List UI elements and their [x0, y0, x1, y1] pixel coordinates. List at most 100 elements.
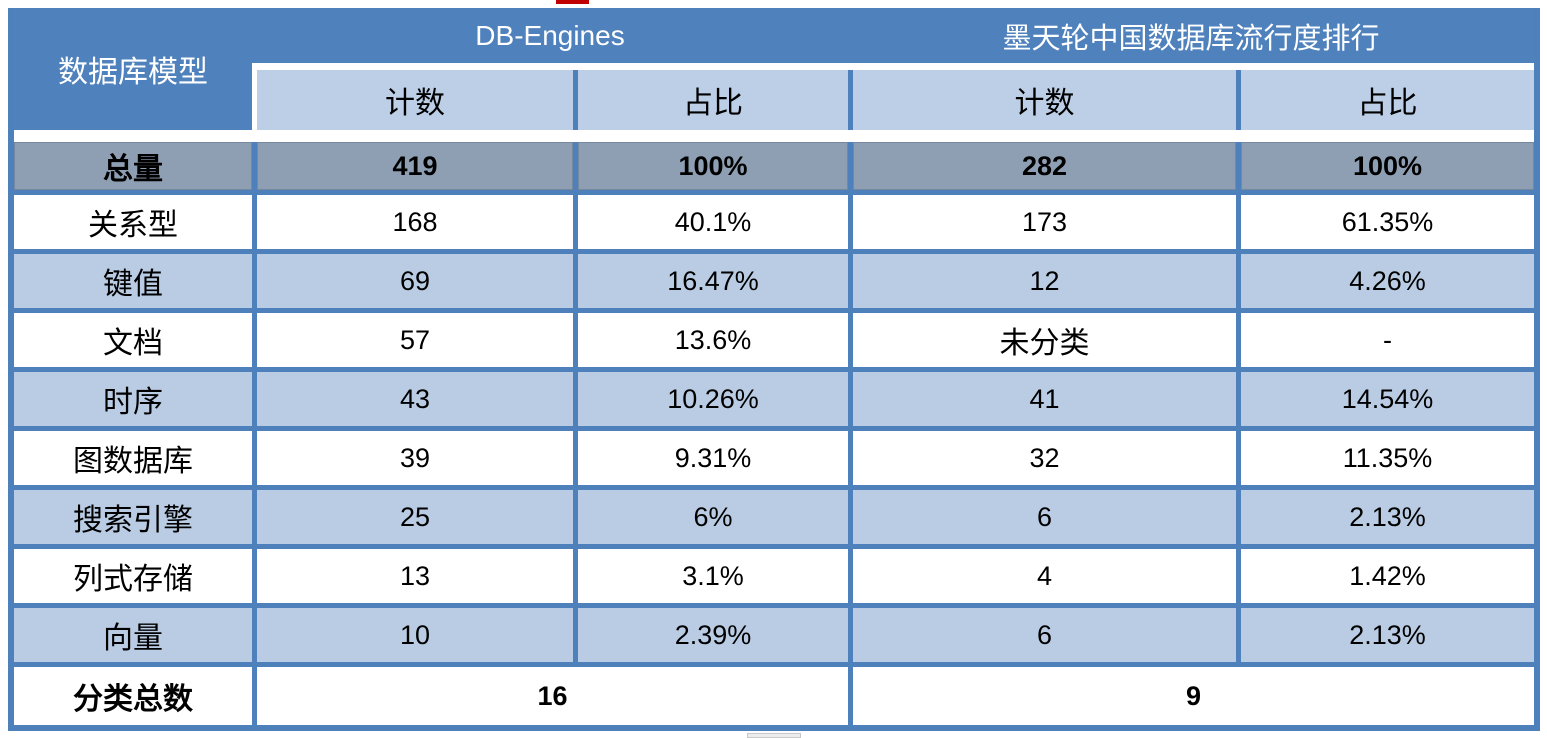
- divider: [848, 254, 853, 308]
- row-label: 关系型: [14, 195, 252, 249]
- table-row-total: 总量 419 100% 282 100%: [14, 142, 1534, 190]
- db-share: 3.1%: [578, 549, 848, 603]
- table-row-relational: 关系型 168 40.1% 173 61.35%: [14, 195, 1534, 249]
- row-divider: [14, 426, 1534, 431]
- mt-count: 282: [853, 142, 1236, 190]
- divider: [252, 313, 257, 367]
- divider: [573, 372, 578, 426]
- db-category-total: 16: [257, 667, 848, 725]
- divider: [573, 70, 578, 130]
- row-divider: [14, 367, 1534, 372]
- group-header-db-engines: DB-Engines: [475, 19, 625, 51]
- mt-share: 61.35%: [1241, 195, 1534, 249]
- divider: [252, 490, 257, 544]
- divider: [573, 195, 578, 249]
- divider: [252, 254, 257, 308]
- row-label: 分类总数: [14, 667, 252, 725]
- db-share: 100%: [578, 142, 848, 190]
- table-row-time-series: 时序 43 10.26% 41 14.54%: [14, 372, 1534, 426]
- db-share: 10.26%: [578, 372, 848, 426]
- divider: [848, 372, 853, 426]
- divider: [1236, 549, 1241, 603]
- row-label: 文档: [14, 313, 252, 367]
- divider: [573, 313, 578, 367]
- divider: [848, 313, 853, 367]
- divider: [573, 431, 578, 485]
- row-divider: [14, 308, 1534, 313]
- row-divider: [14, 190, 1534, 195]
- mt-count: 41: [853, 372, 1236, 426]
- mt-count: 173: [853, 195, 1236, 249]
- divider: [848, 142, 853, 190]
- mt-count: 4: [853, 549, 1236, 603]
- row-divider: [14, 485, 1534, 490]
- db-share: 9.31%: [578, 431, 848, 485]
- row-divider: [14, 544, 1534, 549]
- divider: [1236, 70, 1241, 130]
- db-count: 25: [257, 490, 573, 544]
- divider: [252, 549, 257, 603]
- mt-count: 6: [853, 608, 1236, 662]
- divider: [1236, 490, 1241, 544]
- divider: [1236, 372, 1241, 426]
- horizontal-scrollbar-thumb[interactable]: [747, 733, 801, 738]
- db-share: 2.39%: [578, 608, 848, 662]
- row-label: 总量: [14, 142, 252, 190]
- row-label: 向量: [14, 608, 252, 662]
- divider: [848, 667, 853, 725]
- db-count: 10: [257, 608, 573, 662]
- db-count: 43: [257, 372, 573, 426]
- col-header-db-count: 计数: [257, 70, 573, 130]
- divider: [1236, 142, 1241, 190]
- divider: [252, 195, 257, 249]
- divider: [848, 490, 853, 544]
- row-label: 搜索引擎: [14, 490, 252, 544]
- mt-count: 32: [853, 431, 1236, 485]
- db-share: 13.6%: [578, 313, 848, 367]
- db-count: 419: [257, 142, 573, 190]
- divider: [252, 142, 257, 190]
- mt-share: 2.13%: [1241, 490, 1534, 544]
- divider: [573, 254, 578, 308]
- table-row-vector: 向量 10 2.39% 6 2.13%: [14, 608, 1534, 662]
- divider: [573, 142, 578, 190]
- db-share: 6%: [578, 490, 848, 544]
- divider: [848, 195, 853, 249]
- db-share: 40.1%: [578, 195, 848, 249]
- col-header-mt-count: 计数: [853, 70, 1236, 130]
- mt-share: 4.26%: [1241, 254, 1534, 308]
- divider: [1236, 195, 1241, 249]
- white-divider: [252, 70, 257, 130]
- row-label: 键值: [14, 254, 252, 308]
- db-count: 39: [257, 431, 573, 485]
- row-header-model-type: 数据库模型: [14, 8, 252, 130]
- divider: [252, 431, 257, 485]
- divider: [252, 372, 257, 426]
- database-model-comparison-table: DB-Engines 墨天轮中国数据库流行度排行 计数 占比 计数 占比 数据库…: [8, 8, 1540, 731]
- mt-share: 2.13%: [1241, 608, 1534, 662]
- table-row-columnar: 列式存储 13 3.1% 4 1.42%: [14, 549, 1534, 603]
- mt-count: 6: [853, 490, 1236, 544]
- db-count: 168: [257, 195, 573, 249]
- db-count: 13: [257, 549, 573, 603]
- db-count: 57: [257, 313, 573, 367]
- divider: [1236, 431, 1241, 485]
- divider: [573, 608, 578, 662]
- row-label: 时序: [14, 372, 252, 426]
- mt-category-total: 9: [853, 667, 1534, 725]
- header-gap-white: [252, 63, 1534, 70]
- db-share: 16.47%: [578, 254, 848, 308]
- divider: [252, 608, 257, 662]
- divider: [1236, 313, 1241, 367]
- col-header-db-share: 占比: [578, 70, 848, 130]
- db-count: 69: [257, 254, 573, 308]
- row-divider: [14, 603, 1534, 608]
- table-row-graph: 图数据库 39 9.31% 32 11.35%: [14, 431, 1534, 485]
- mt-share: 1.42%: [1241, 549, 1534, 603]
- table-row-key-value: 键值 69 16.47% 12 4.26%: [14, 254, 1534, 308]
- divider: [848, 549, 853, 603]
- table-row-document: 文档 57 13.6% 未分类 -: [14, 313, 1534, 367]
- row-label: 图数据库: [14, 431, 252, 485]
- col-header-mt-share: 占比: [1241, 70, 1534, 130]
- row-divider: [14, 249, 1534, 254]
